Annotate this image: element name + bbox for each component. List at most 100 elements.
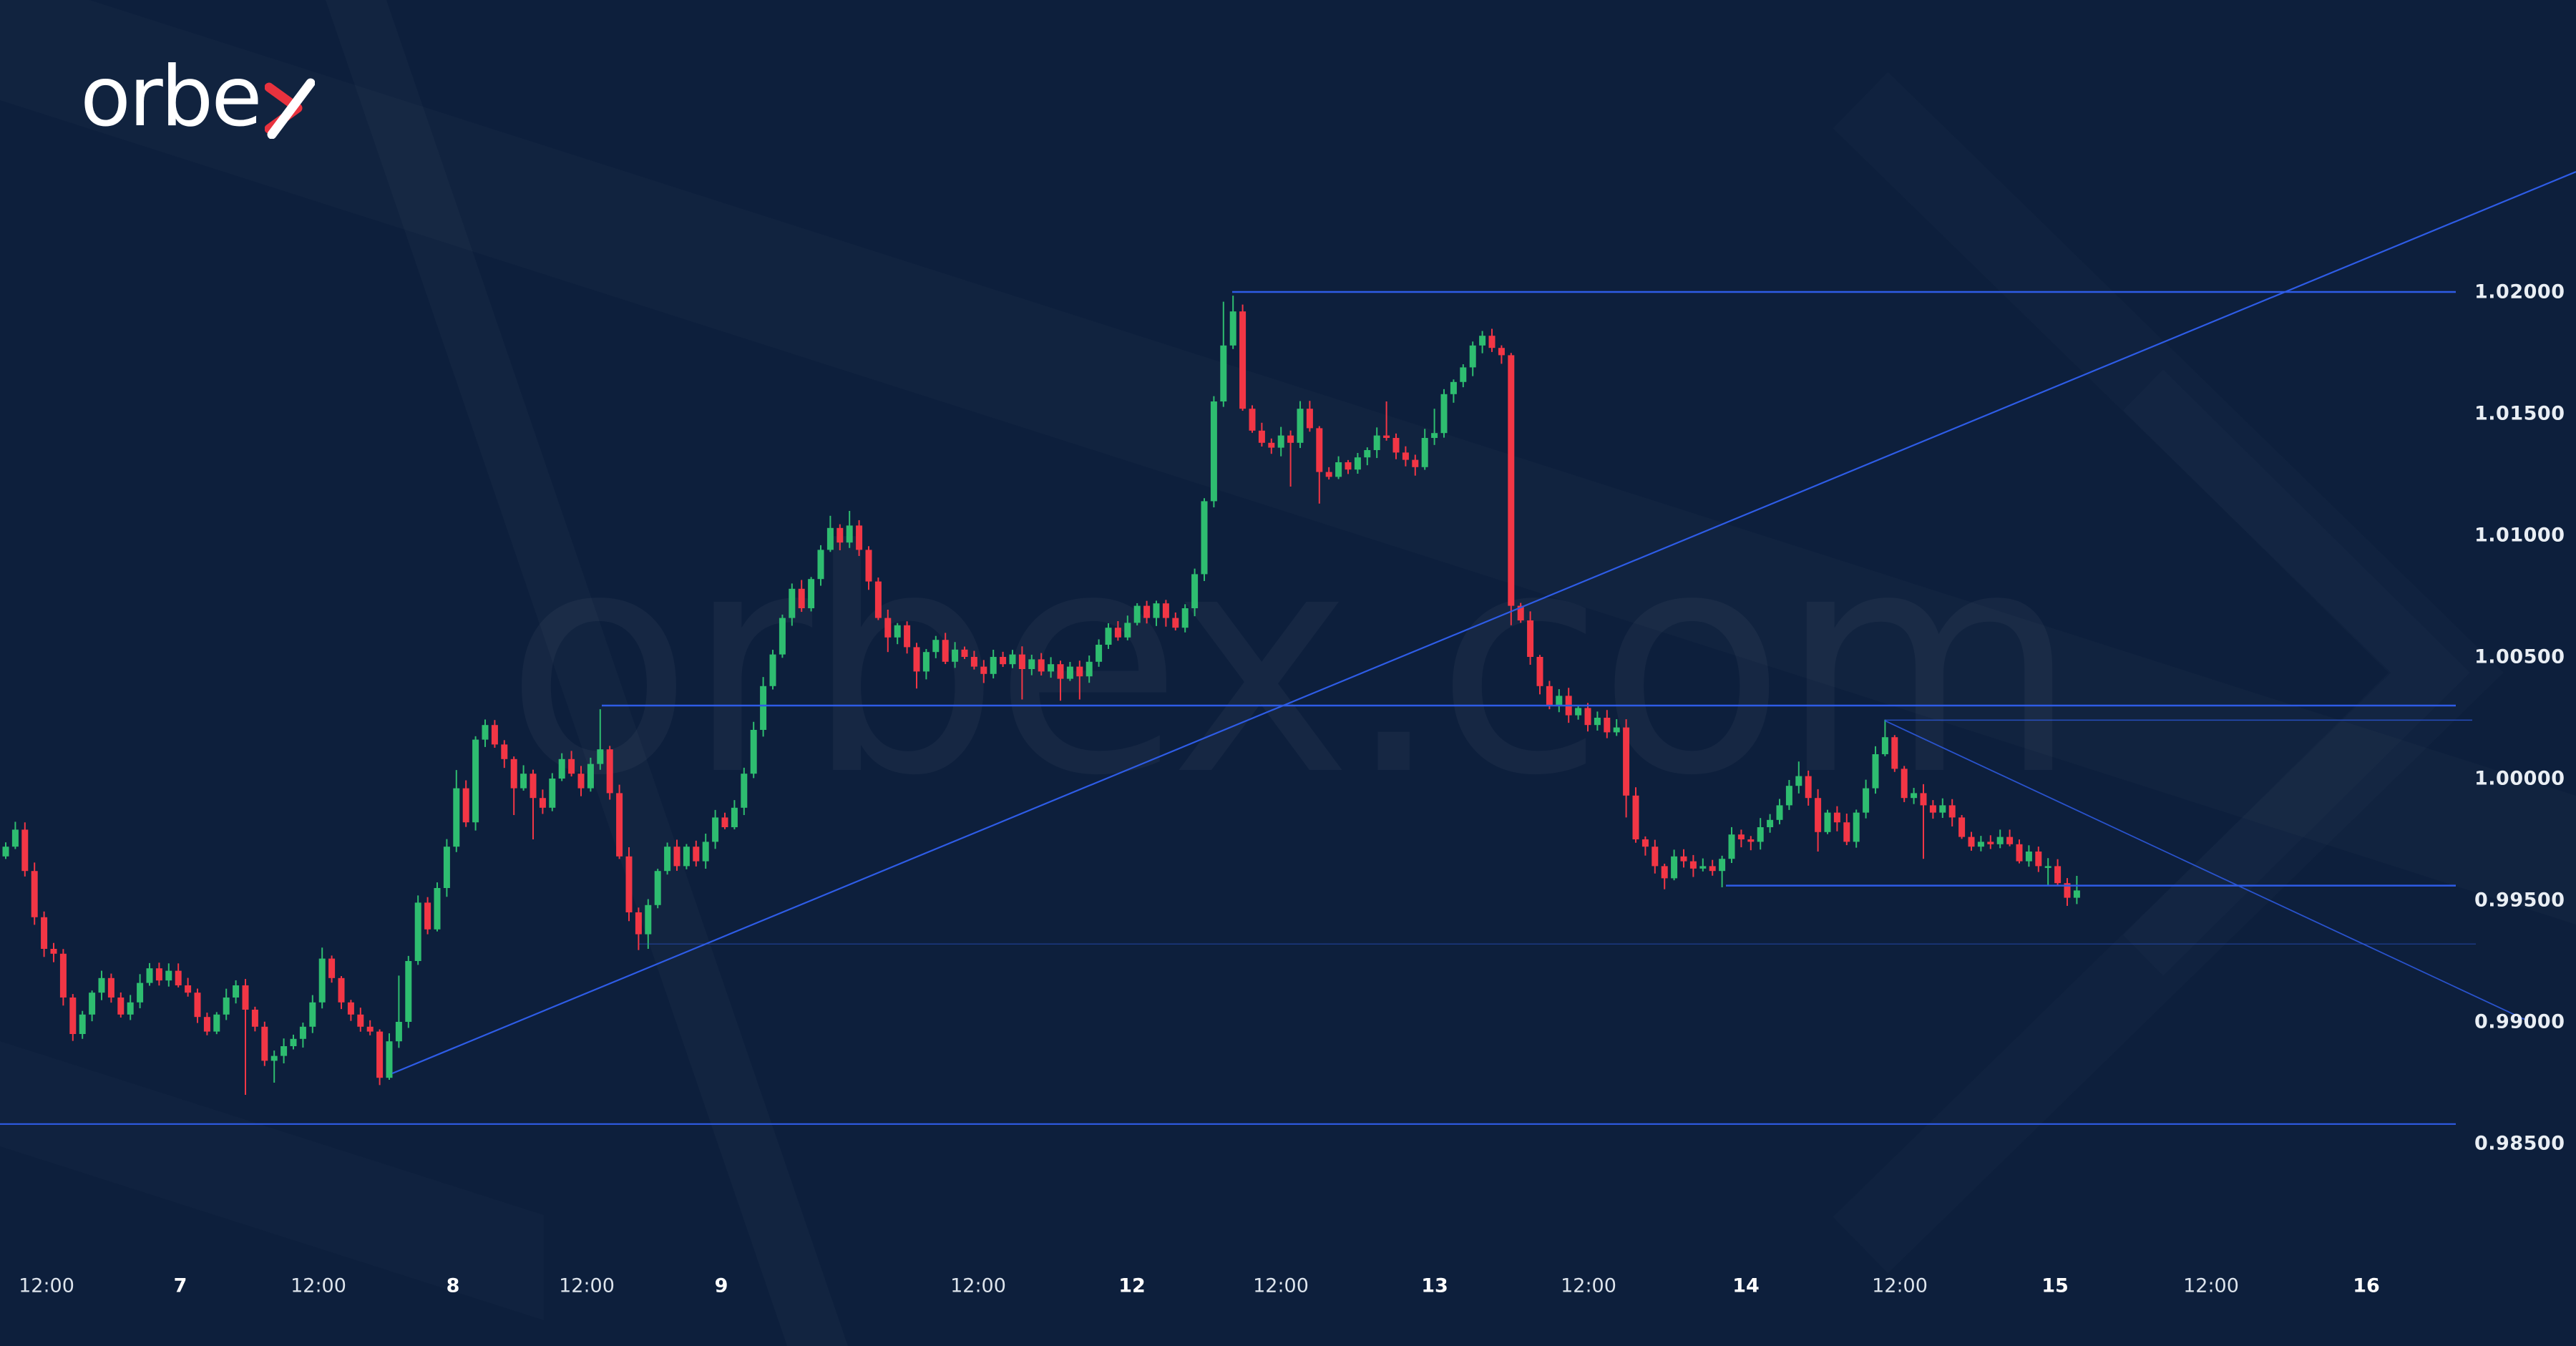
candle-body xyxy=(1536,657,1543,686)
time-axis-label: 12:00 xyxy=(19,1274,74,1297)
price-axis-label: 0.99500 xyxy=(2474,889,2565,912)
candle xyxy=(673,839,680,871)
candle xyxy=(1210,396,1217,507)
candle-body xyxy=(1843,822,1850,842)
candle-body xyxy=(1048,664,1055,672)
candle xyxy=(242,979,249,1095)
candle xyxy=(1556,689,1563,713)
candle xyxy=(1316,426,1323,504)
candle xyxy=(798,580,805,613)
candle xyxy=(338,976,345,1010)
candle-body xyxy=(942,640,949,662)
candle xyxy=(1699,858,1707,872)
candle xyxy=(952,642,959,668)
candle-body xyxy=(884,618,892,638)
candle xyxy=(1383,401,1390,441)
candle-body xyxy=(1987,842,1994,844)
descending-trendline[interactable] xyxy=(1884,720,2528,1022)
candle-body xyxy=(1881,737,1888,754)
candle-body xyxy=(357,1014,364,1027)
candle xyxy=(808,577,815,612)
candle xyxy=(616,784,623,859)
candle-body xyxy=(347,1002,354,1015)
candle xyxy=(424,897,431,935)
candle-body xyxy=(1488,336,1496,348)
candle xyxy=(1728,826,1735,864)
candle-body xyxy=(1345,462,1352,470)
candle xyxy=(894,623,901,645)
candle-body xyxy=(1460,367,1467,382)
candle-body xyxy=(1968,837,1975,847)
candle xyxy=(251,1006,258,1032)
candle xyxy=(1872,746,1879,794)
candle-body xyxy=(1613,727,1620,733)
candle xyxy=(2073,876,2080,904)
candle xyxy=(1575,705,1582,720)
candle xyxy=(2,842,9,859)
candle-body xyxy=(1066,666,1073,679)
candle-body xyxy=(606,749,613,794)
ascending-trendline[interactable] xyxy=(391,171,2576,1075)
candle-body xyxy=(577,774,585,789)
candle-body xyxy=(21,829,29,872)
candle xyxy=(280,1038,288,1064)
candle xyxy=(1066,662,1073,681)
candle-body xyxy=(2035,852,2042,867)
candle-body xyxy=(1085,661,1093,677)
candle-body xyxy=(808,579,815,608)
candle-body xyxy=(1469,345,1476,368)
candle xyxy=(2044,858,2051,886)
candle-body xyxy=(376,1031,384,1078)
candle xyxy=(826,515,834,552)
candle xyxy=(1958,814,1966,839)
candle xyxy=(1671,849,1678,881)
candle-body xyxy=(1508,355,1515,606)
candle xyxy=(587,757,594,792)
candle xyxy=(1412,454,1419,476)
candle xyxy=(741,767,748,816)
candle xyxy=(1805,770,1812,806)
candle xyxy=(501,740,508,769)
candle-body xyxy=(79,1014,86,1034)
candle xyxy=(817,545,824,586)
candle xyxy=(98,970,105,1000)
candle-body xyxy=(1641,839,1649,847)
candle xyxy=(884,609,892,653)
candle xyxy=(1641,836,1649,856)
candle-body xyxy=(117,998,125,1015)
candle xyxy=(1584,703,1591,732)
candle-body xyxy=(635,912,642,935)
price-axis-label: 1.00000 xyxy=(2474,767,2565,790)
candle-body xyxy=(1277,435,1284,448)
watermark: orbex.com xyxy=(504,485,2078,843)
candle xyxy=(270,1050,278,1083)
candle-body xyxy=(1594,718,1601,726)
candle xyxy=(1757,818,1764,850)
candle-body xyxy=(89,993,96,1015)
candle xyxy=(1968,832,1975,851)
candle xyxy=(1201,498,1208,581)
candle xyxy=(530,769,537,839)
candle xyxy=(376,1029,384,1086)
candle xyxy=(69,994,77,1041)
candle xyxy=(1767,814,1774,833)
candle-body xyxy=(510,759,517,789)
candle xyxy=(1038,653,1045,676)
candle xyxy=(1153,600,1160,626)
candle-body xyxy=(146,968,153,983)
candle-body xyxy=(1815,798,1822,832)
candle xyxy=(31,862,38,925)
candle-body xyxy=(1325,472,1332,477)
candle-body xyxy=(2073,890,2080,898)
candle-body xyxy=(1546,686,1553,706)
candle-body xyxy=(683,847,690,867)
candle-body xyxy=(1431,433,1438,438)
candle-body xyxy=(1795,776,1802,786)
candle xyxy=(1498,345,1505,364)
candle-body xyxy=(1527,620,1534,657)
candle xyxy=(137,974,144,1008)
candle-body xyxy=(1805,776,1812,799)
candle-body xyxy=(453,788,460,847)
